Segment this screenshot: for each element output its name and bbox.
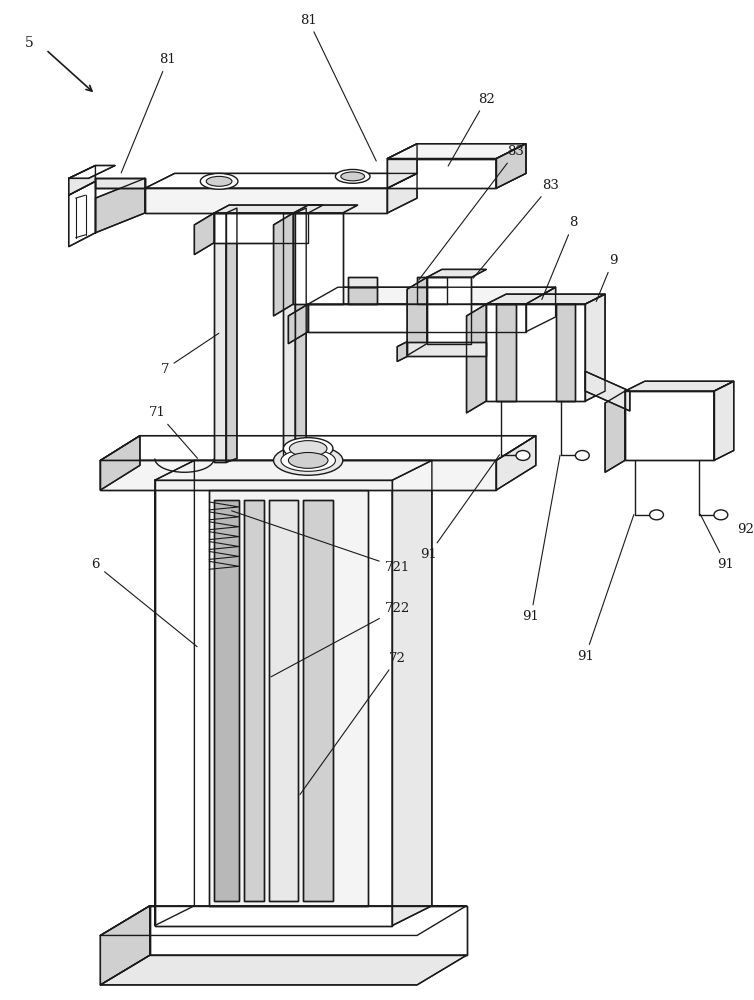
- Text: 721: 721: [231, 511, 410, 574]
- Polygon shape: [625, 381, 734, 391]
- Polygon shape: [496, 144, 526, 188]
- Ellipse shape: [201, 173, 238, 189]
- Polygon shape: [288, 304, 308, 344]
- Text: 83: 83: [474, 179, 559, 278]
- Polygon shape: [214, 213, 308, 243]
- Polygon shape: [145, 173, 417, 188]
- Text: 7: 7: [161, 333, 219, 376]
- Text: 81: 81: [121, 53, 176, 173]
- Text: 8: 8: [542, 216, 578, 299]
- Polygon shape: [348, 287, 378, 304]
- Text: 72: 72: [300, 652, 406, 795]
- Polygon shape: [388, 173, 417, 213]
- Polygon shape: [293, 205, 357, 213]
- Text: 83: 83: [418, 145, 525, 280]
- Polygon shape: [214, 205, 323, 213]
- Text: 82: 82: [448, 93, 495, 166]
- Polygon shape: [69, 181, 96, 247]
- Polygon shape: [388, 159, 496, 188]
- Polygon shape: [145, 188, 388, 213]
- Text: 9: 9: [596, 254, 618, 301]
- Polygon shape: [496, 436, 536, 490]
- Polygon shape: [155, 480, 392, 926]
- Text: 5: 5: [25, 36, 33, 50]
- Polygon shape: [417, 287, 446, 304]
- Polygon shape: [407, 342, 486, 356]
- Polygon shape: [100, 436, 140, 490]
- Polygon shape: [155, 460, 432, 480]
- Polygon shape: [417, 277, 446, 287]
- Ellipse shape: [341, 172, 365, 181]
- Polygon shape: [100, 460, 496, 490]
- Text: 91: 91: [700, 514, 734, 571]
- Polygon shape: [96, 178, 145, 233]
- Ellipse shape: [336, 169, 370, 183]
- Polygon shape: [293, 213, 343, 304]
- Polygon shape: [100, 436, 536, 460]
- Polygon shape: [150, 906, 467, 955]
- Text: 91: 91: [577, 515, 634, 663]
- Polygon shape: [486, 304, 585, 401]
- Polygon shape: [486, 294, 605, 304]
- Polygon shape: [296, 208, 306, 462]
- Polygon shape: [496, 144, 526, 188]
- Polygon shape: [605, 391, 625, 472]
- Text: 81: 81: [300, 14, 376, 161]
- Polygon shape: [585, 294, 605, 401]
- Polygon shape: [155, 460, 195, 926]
- Ellipse shape: [274, 446, 343, 475]
- Polygon shape: [100, 906, 467, 935]
- Polygon shape: [714, 381, 734, 460]
- Polygon shape: [214, 213, 226, 462]
- Polygon shape: [467, 304, 486, 413]
- Polygon shape: [214, 500, 239, 901]
- Polygon shape: [195, 213, 214, 255]
- Polygon shape: [284, 213, 296, 462]
- Ellipse shape: [207, 176, 232, 186]
- Ellipse shape: [575, 451, 590, 460]
- Polygon shape: [268, 500, 299, 901]
- Polygon shape: [100, 955, 467, 985]
- Polygon shape: [348, 277, 378, 287]
- Ellipse shape: [714, 510, 728, 520]
- Ellipse shape: [516, 451, 530, 460]
- Polygon shape: [69, 165, 96, 195]
- Text: 91: 91: [421, 455, 500, 561]
- Polygon shape: [427, 277, 471, 344]
- Polygon shape: [303, 500, 333, 901]
- Polygon shape: [308, 304, 526, 332]
- Polygon shape: [100, 906, 150, 985]
- Polygon shape: [388, 144, 417, 188]
- Polygon shape: [397, 342, 407, 361]
- Polygon shape: [209, 490, 367, 906]
- Polygon shape: [496, 304, 516, 401]
- Ellipse shape: [650, 510, 664, 520]
- Ellipse shape: [284, 438, 333, 459]
- Polygon shape: [526, 287, 556, 332]
- Polygon shape: [407, 277, 427, 356]
- Polygon shape: [274, 213, 293, 316]
- Polygon shape: [308, 287, 556, 304]
- Polygon shape: [625, 391, 714, 460]
- Ellipse shape: [288, 452, 328, 468]
- Text: 91: 91: [523, 455, 560, 623]
- Polygon shape: [226, 208, 237, 462]
- Polygon shape: [244, 500, 264, 901]
- Polygon shape: [96, 178, 145, 188]
- Text: 6: 6: [91, 558, 197, 647]
- Text: 71: 71: [149, 406, 198, 458]
- Text: 722: 722: [271, 602, 410, 677]
- Ellipse shape: [290, 441, 327, 456]
- Text: 92: 92: [737, 523, 754, 536]
- Polygon shape: [585, 371, 630, 411]
- Polygon shape: [392, 460, 432, 926]
- Polygon shape: [69, 165, 115, 178]
- Polygon shape: [556, 304, 575, 401]
- Ellipse shape: [281, 450, 336, 471]
- Polygon shape: [388, 144, 526, 159]
- Polygon shape: [427, 269, 486, 277]
